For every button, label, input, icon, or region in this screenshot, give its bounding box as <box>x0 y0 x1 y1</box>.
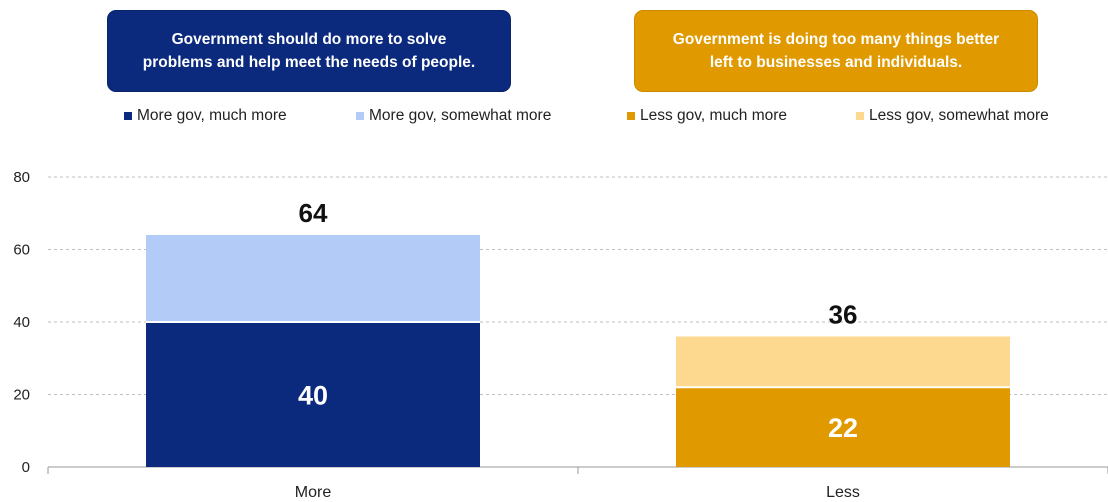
legend-item-more-gov-somewhat-more: More gov, somewhat more <box>356 106 551 126</box>
less-government-callout: Government is doing too many things bett… <box>634 10 1038 92</box>
bar-segment-label: 40 <box>298 381 328 411</box>
bar-segment <box>146 235 480 322</box>
y-tick-label: 80 <box>13 169 30 186</box>
y-tick-label: 0 <box>22 459 30 476</box>
legend-swatch <box>627 112 635 120</box>
legend-item-less-gov-much-more: Less gov, much more <box>627 106 787 126</box>
legend-item-more-gov-much-more: More gov, much more <box>124 106 287 126</box>
legend-swatch <box>356 112 364 120</box>
legend-label: More gov, much more <box>137 107 287 124</box>
more-government-callout: Government should do more to solve probl… <box>107 10 511 92</box>
legend-swatch <box>856 112 864 120</box>
bar-segment <box>146 322 480 467</box>
legend-item-less-gov-somewhat-more: Less gov, somewhat more <box>856 106 1049 126</box>
bar-total-label: 36 <box>829 300 858 330</box>
legend-label: Less gov, much more <box>640 107 788 124</box>
bar-segment <box>676 387 1010 467</box>
bar-segment-label: 22 <box>828 413 858 443</box>
x-category-label: Less <box>826 484 860 501</box>
y-tick-label: 20 <box>13 387 30 404</box>
legend-swatch <box>124 112 132 120</box>
x-category-label: More <box>295 484 332 501</box>
bar-total-label: 64 <box>299 198 328 228</box>
y-tick-label: 40 <box>13 314 30 331</box>
bar-segment <box>676 336 1010 388</box>
legend-label: Less gov, somewhat more <box>869 107 1049 124</box>
legend-label: More gov, somewhat more <box>369 107 552 124</box>
y-tick-label: 60 <box>13 242 30 259</box>
